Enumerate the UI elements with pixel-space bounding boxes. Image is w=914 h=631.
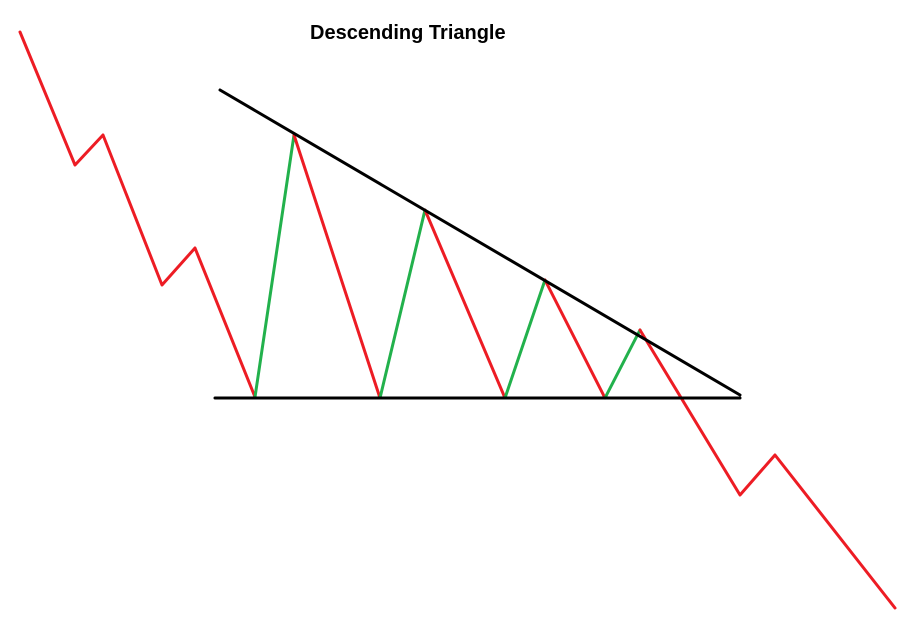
- price-segment: [294, 135, 380, 398]
- pattern-chart: [0, 0, 914, 631]
- price-segment: [505, 280, 545, 398]
- price-lines: [20, 32, 895, 608]
- price-segment: [640, 330, 895, 608]
- price-segment: [380, 210, 425, 398]
- trendline: [220, 90, 740, 395]
- price-segment: [255, 135, 294, 397]
- price-segment: [425, 210, 505, 398]
- price-segment: [605, 330, 640, 398]
- price-segment: [20, 32, 255, 397]
